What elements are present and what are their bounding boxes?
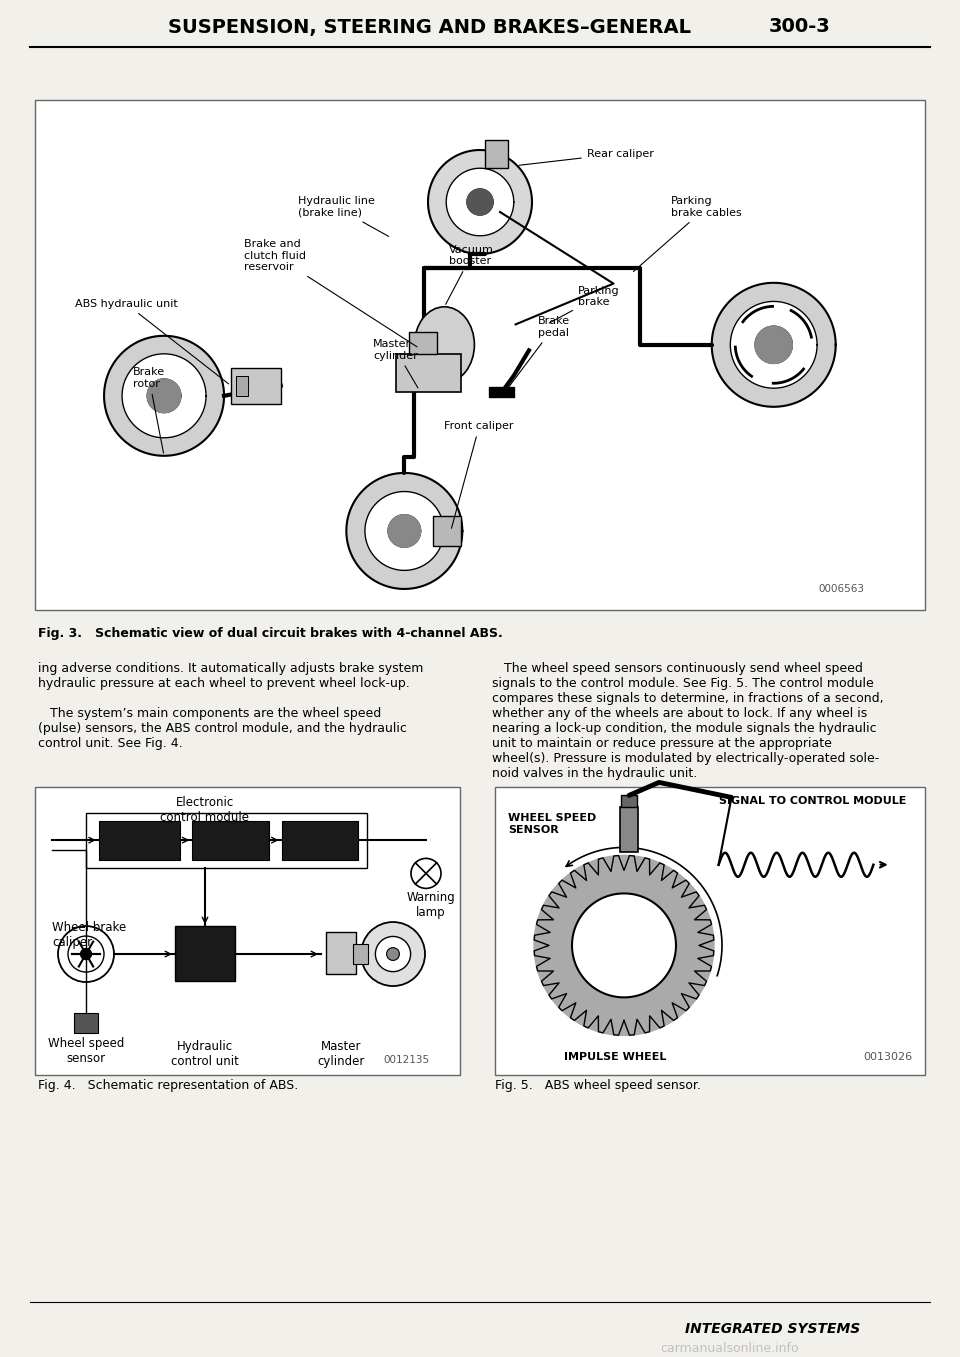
Bar [621, 795, 637, 807]
Text: IMPULSE WHEEL: IMPULSE WHEEL [564, 1052, 666, 1063]
Text: WHEEL SPEED
SENSOR: WHEEL SPEED SENSOR [508, 813, 596, 835]
Text: Rear caliper: Rear caliper [519, 148, 654, 166]
Text: Vacuum
booster: Vacuum booster [445, 244, 493, 304]
Bar [175, 925, 235, 981]
Bar [99, 821, 180, 859]
Text: The wheel speed sensors continuously send wheel speed: The wheel speed sensors continuously sen… [492, 662, 863, 674]
Text: Brake and
clutch fluid
reservoir: Brake and clutch fluid reservoir [244, 239, 417, 347]
Text: hydraulic pressure at each wheel to prevent wheel lock-up.: hydraulic pressure at each wheel to prev… [38, 677, 410, 689]
Ellipse shape [415, 307, 474, 383]
Polygon shape [122, 354, 206, 438]
Text: The system’s main components are the wheel speed: The system’s main components are the whe… [38, 707, 381, 721]
Bar [326, 932, 356, 974]
Text: ing adverse conditions. It automatically adjusts brake system: ing adverse conditions. It automatically… [38, 662, 423, 674]
Text: whether any of the wheels are about to lock. If any wheel is: whether any of the wheels are about to l… [492, 707, 867, 721]
Circle shape [375, 936, 411, 972]
Text: 0006563: 0006563 [818, 584, 864, 594]
Circle shape [387, 947, 399, 961]
Text: Wheel speed
sensor: Wheel speed sensor [48, 1037, 124, 1065]
Text: nearing a lock-up condition, the module signals the hydraulic: nearing a lock-up condition, the module … [492, 722, 876, 735]
Circle shape [361, 921, 425, 987]
Bar [35, 100, 925, 611]
Polygon shape [147, 379, 180, 413]
Polygon shape [485, 140, 508, 168]
Polygon shape [81, 949, 91, 959]
Text: Front caliper: Front caliper [444, 422, 514, 528]
Circle shape [411, 859, 441, 889]
Bar [74, 1014, 98, 1033]
Polygon shape [446, 168, 514, 236]
Circle shape [58, 925, 114, 982]
Text: Fig. 5.   ABS wheel speed sensor.: Fig. 5. ABS wheel speed sensor. [495, 1079, 701, 1092]
Text: SIGNAL TO CONTROL MODULE: SIGNAL TO CONTROL MODULE [719, 795, 906, 806]
Bar [86, 813, 367, 867]
Text: Parking
brake cables: Parking brake cables [634, 197, 742, 271]
Text: 300-3: 300-3 [769, 18, 830, 37]
Text: SUSPENSION, STEERING AND BRAKES–GENERAL: SUSPENSION, STEERING AND BRAKES–GENERAL [169, 18, 691, 37]
Bar [409, 332, 438, 354]
Text: Fig. 4.   Schematic representation of ABS.: Fig. 4. Schematic representation of ABS. [38, 1079, 299, 1092]
Bar [230, 368, 280, 403]
Text: Electronic
control module: Electronic control module [160, 795, 250, 824]
Text: 0012135: 0012135 [383, 1056, 430, 1065]
Bar [281, 821, 358, 859]
Text: carmanualsonline.info: carmanualsonline.info [660, 1342, 800, 1356]
Text: Parking
brake: Parking brake [549, 285, 619, 323]
Polygon shape [467, 189, 493, 214]
Polygon shape [572, 893, 676, 997]
Text: Fig. 3.   Schematic view of dual circuit brakes with 4-channel ABS.: Fig. 3. Schematic view of dual circuit b… [38, 627, 503, 641]
Text: ABS hydraulic unit: ABS hydraulic unit [75, 299, 228, 384]
Polygon shape [347, 474, 463, 589]
Polygon shape [365, 491, 444, 570]
Text: signals to the control module. See Fig. 5. The control module: signals to the control module. See Fig. … [492, 677, 874, 689]
Polygon shape [388, 514, 420, 547]
Bar [35, 787, 460, 1075]
Text: INTEGRATED SYSTEMS: INTEGRATED SYSTEMS [684, 1322, 860, 1337]
Polygon shape [104, 335, 224, 456]
Text: noid valves in the hydraulic unit.: noid valves in the hydraulic unit. [492, 767, 697, 780]
Bar [353, 944, 368, 963]
Text: 0013026: 0013026 [863, 1052, 912, 1063]
Polygon shape [756, 326, 792, 364]
Text: Brake
rotor: Brake rotor [132, 368, 165, 453]
Text: Brake
pedal: Brake pedal [506, 316, 570, 391]
Polygon shape [711, 282, 836, 407]
Text: Hydraulic
control unit: Hydraulic control unit [171, 1041, 239, 1068]
Polygon shape [428, 151, 532, 254]
Text: Hydraulic line
(brake line): Hydraulic line (brake line) [298, 197, 389, 236]
Text: Warning
lamp: Warning lamp [407, 892, 455, 920]
Bar [236, 376, 248, 396]
Polygon shape [534, 855, 714, 1035]
Bar [433, 516, 462, 546]
Polygon shape [731, 301, 817, 388]
Bar [192, 821, 269, 859]
Text: compares these signals to determine, in fractions of a second,: compares these signals to determine, in … [492, 692, 883, 706]
Text: Master
cylinder: Master cylinder [373, 339, 418, 388]
Text: control unit. See Fig. 4.: control unit. See Fig. 4. [38, 737, 182, 750]
Bar [396, 354, 462, 392]
Text: (pulse) sensors, the ABS control module, and the hydraulic: (pulse) sensors, the ABS control module,… [38, 722, 407, 735]
Text: Master
cylinder: Master cylinder [318, 1041, 365, 1068]
Bar [620, 807, 638, 852]
Bar [495, 787, 925, 1075]
Text: wheel(s). Pressure is modulated by electrically-operated sole-: wheel(s). Pressure is modulated by elect… [492, 752, 879, 765]
Circle shape [68, 936, 104, 972]
Text: unit to maintain or reduce pressure at the appropriate: unit to maintain or reduce pressure at t… [492, 737, 832, 750]
Text: Wheel brake
caliper: Wheel brake caliper [52, 921, 127, 949]
Bar [489, 387, 514, 398]
